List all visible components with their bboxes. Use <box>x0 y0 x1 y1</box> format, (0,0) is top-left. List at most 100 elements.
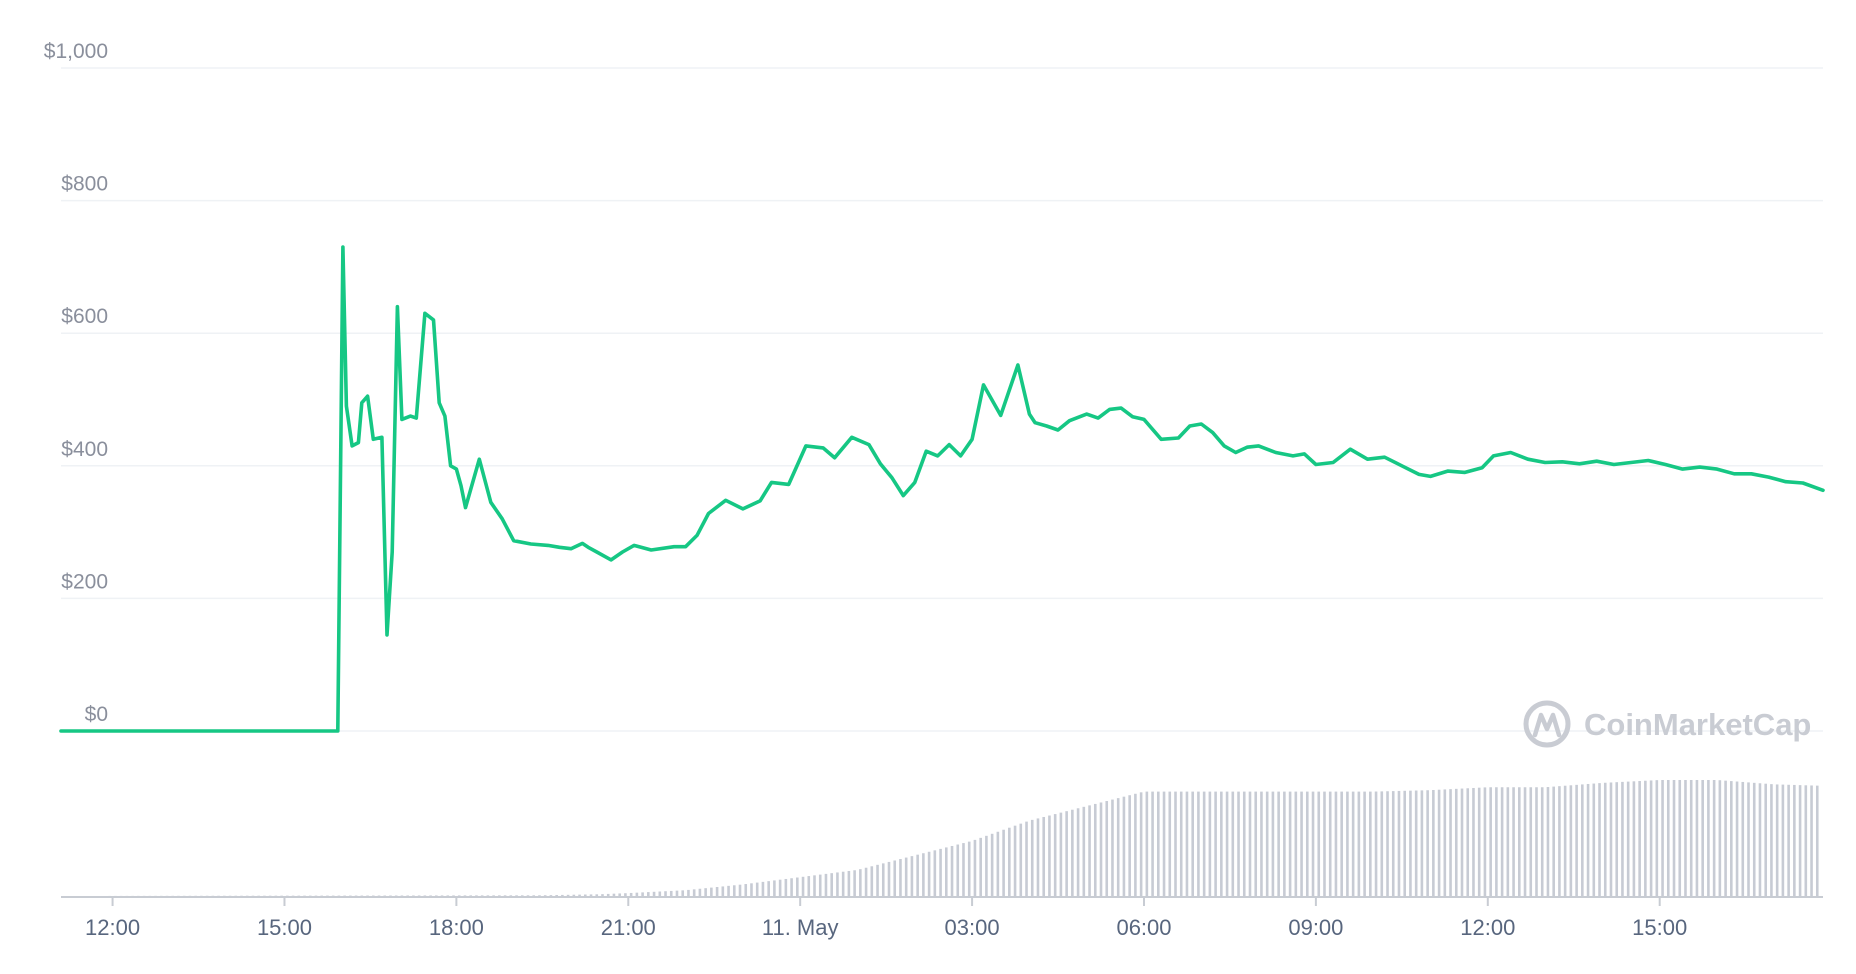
volume-bar <box>1116 798 1120 896</box>
volume-bar <box>1724 780 1727 896</box>
volume-bar <box>1128 795 1131 896</box>
x-tick-label: 12:00 <box>85 915 140 940</box>
y-axis-ticks: $0 $200 $400 $600 $800 $1,000 <box>44 40 108 726</box>
volume-bar <box>1558 786 1561 896</box>
volume-bar <box>652 891 656 896</box>
volume-bar <box>578 894 581 896</box>
volume-bar <box>1592 783 1596 896</box>
volume-bar <box>572 894 576 896</box>
price-line <box>59 245 1825 733</box>
watermark-text: CoinMarketCap <box>1584 707 1811 742</box>
volume-bar <box>641 892 644 896</box>
volume-bar <box>813 875 816 896</box>
volume-bar <box>1151 791 1154 896</box>
volume-bar <box>750 883 753 896</box>
volume-bar <box>1139 792 1143 896</box>
volume-bar <box>1661 780 1664 896</box>
volume-bar <box>1609 782 1613 896</box>
volume-bar <box>1351 791 1355 896</box>
x-tick-label: 18:00 <box>429 915 484 940</box>
volume-bar <box>1008 827 1011 896</box>
y-tick-label: $0 <box>85 703 108 726</box>
volume-bar <box>1071 809 1074 896</box>
volume-bar <box>1294 791 1298 896</box>
volume-bar <box>681 890 685 896</box>
volume-bar <box>1048 815 1051 896</box>
volume-bar <box>1804 785 1808 896</box>
volume-bar <box>1174 791 1177 896</box>
x-axis-ticks: 12:00 15:00 18:00 21:00 11. May 03:00 06:00 09:… <box>85 897 1687 940</box>
volume-bar <box>990 833 994 896</box>
volume-bar <box>1202 791 1206 896</box>
volume-bar <box>899 859 902 896</box>
volume-bar <box>1374 791 1378 896</box>
coinmarketcap-watermark: CoinMarketCap <box>1523 700 1811 748</box>
x-tick-label: 15:00 <box>1632 915 1687 940</box>
volume-bar <box>1718 780 1722 896</box>
coinmarketcap-logo-icon <box>1523 700 1571 748</box>
volume-bar <box>1265 791 1269 896</box>
volume-bar <box>1798 785 1802 896</box>
volume-bar <box>1409 790 1412 896</box>
volume-bar <box>715 887 719 896</box>
volume-bar <box>1672 780 1676 896</box>
volume-bar <box>1615 782 1619 896</box>
volume-bar <box>1730 781 1733 896</box>
volume-bar <box>1162 791 1166 896</box>
volume-bar <box>1758 783 1762 896</box>
volume-bar <box>1237 791 1240 896</box>
volume-bar <box>1535 787 1538 896</box>
volume-bar <box>1134 793 1137 896</box>
volume-bar <box>710 887 713 896</box>
volume-bar <box>973 839 977 896</box>
volume-bar <box>1328 791 1332 896</box>
volume-bar <box>1311 791 1315 896</box>
volume-bar <box>555 895 558 896</box>
volume-bar <box>635 892 639 896</box>
volume-bar <box>1495 787 1498 896</box>
volume-bar <box>967 841 971 896</box>
y-tick-label: $400 <box>61 438 108 461</box>
y-tick-label: $800 <box>61 173 108 196</box>
volume-bar <box>1254 791 1258 896</box>
y-tick-label: $600 <box>61 305 108 328</box>
volume-bar <box>933 850 937 896</box>
volume-bar <box>561 894 564 896</box>
volume-bar <box>664 891 667 896</box>
volume-bar <box>1082 806 1086 896</box>
volume-bar <box>1214 791 1217 896</box>
volume-bar <box>394 895 398 896</box>
volume-bar <box>818 874 822 896</box>
volume-bar <box>1540 787 1544 896</box>
volume-bar <box>1500 787 1504 896</box>
volume-bar <box>956 844 960 896</box>
volume-bar <box>1586 783 1590 896</box>
volume-bar <box>1231 791 1235 896</box>
volume-bar <box>1059 812 1063 896</box>
grid-lines <box>61 67 1823 732</box>
volume-bar <box>744 884 748 896</box>
volume-bar <box>732 885 736 896</box>
volume-bar <box>1099 802 1103 896</box>
volume-bar <box>1695 780 1699 896</box>
volume-bar <box>1735 781 1739 896</box>
volume-bar <box>1002 829 1005 896</box>
volume-bar <box>1489 787 1492 896</box>
volume-bar <box>440 895 444 896</box>
x-tick-label: 12:00 <box>1460 915 1515 940</box>
volume-bar <box>1563 785 1567 896</box>
volume-bar <box>1598 783 1601 896</box>
volume-bar <box>1552 786 1555 896</box>
volume-bar <box>1088 805 1091 896</box>
volume-bar <box>881 863 885 896</box>
volume-bar <box>658 891 662 896</box>
volume-bar <box>1076 808 1080 896</box>
volume-bar <box>1529 787 1533 896</box>
volume-bar <box>950 845 954 896</box>
volume-bar <box>1386 791 1389 896</box>
volume-bar <box>1105 801 1109 896</box>
volume-bar <box>446 895 450 896</box>
volume-bar <box>773 880 776 896</box>
volume-bar <box>498 895 501 896</box>
